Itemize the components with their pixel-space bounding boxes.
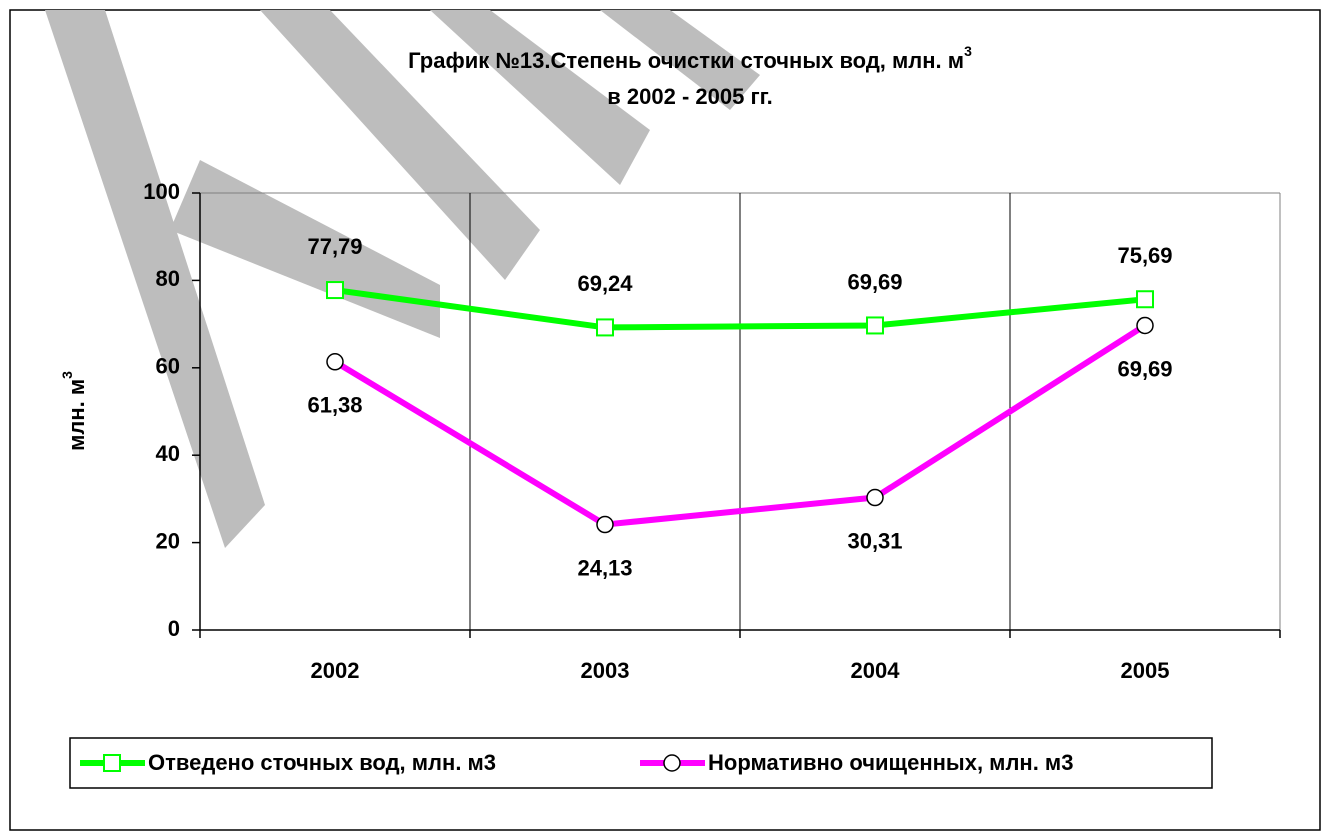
ylabel-text: млн. м: [64, 379, 89, 451]
data-label: 61,38: [307, 393, 362, 418]
watermark-stroke: [430, 10, 650, 185]
series-line: [333, 322, 1147, 528]
x-tick-label: 2003: [581, 658, 630, 683]
chart-title: График №13.Степень очистки сточных вод, …: [408, 43, 972, 73]
legend-marker: [663, 754, 681, 772]
y-tick-label: 80: [156, 266, 180, 291]
chart-subtitle: в 2002 - 2005 гг.: [607, 84, 772, 109]
title-text: График №13.Степень очистки сточных вод, …: [408, 48, 964, 73]
x-tick-label: 2004: [851, 658, 901, 683]
data-label: 69,24: [577, 271, 633, 296]
legend-label: Нормативно очищенных, млн. м3: [708, 750, 1073, 775]
x-tick-label: 2005: [1121, 658, 1170, 683]
y-axis-label: млн. м3: [59, 371, 89, 451]
data-point: [866, 316, 884, 335]
data-point: [326, 353, 344, 371]
watermark-stroke: [600, 10, 760, 110]
y-tick-label: 60: [156, 354, 180, 379]
ylabel-superscript: 3: [59, 371, 75, 379]
y-tick-label: 40: [156, 441, 180, 466]
y-tick-label: 0: [168, 616, 180, 641]
x-tick-label: 2002: [311, 658, 360, 683]
watermark-stroke: [45, 10, 265, 548]
data-point: [866, 488, 884, 507]
data-point: [326, 281, 344, 300]
legend-label: Отведено сточных вод, млн. м3: [148, 750, 496, 775]
series-line: [334, 287, 1146, 331]
data-point: [1136, 290, 1154, 309]
data-label: 69,69: [1117, 356, 1172, 381]
data-label: 24,13: [577, 555, 632, 580]
y-tick-label: 20: [156, 528, 180, 553]
y-tick-label: 100: [143, 179, 180, 204]
data-point: [596, 318, 614, 337]
data-point: [596, 515, 614, 534]
title-superscript: 3: [964, 43, 972, 59]
data-label: 75,69: [1117, 243, 1172, 268]
data-label: 69,69: [847, 269, 902, 294]
data-label: 30,31: [847, 528, 902, 553]
data-point: [1136, 316, 1154, 335]
data-label: 77,79: [307, 234, 362, 259]
legend-marker: [103, 754, 121, 772]
